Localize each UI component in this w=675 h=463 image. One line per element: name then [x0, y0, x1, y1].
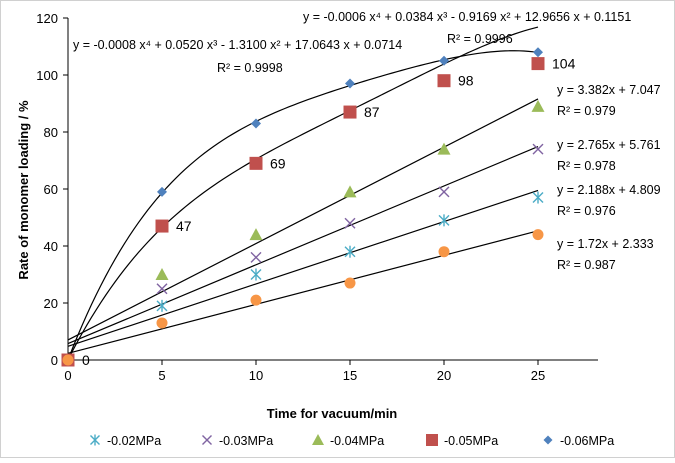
data-label: 104: [552, 56, 576, 72]
legend-marker: [426, 434, 438, 446]
legend-label: -0.04MPa: [330, 434, 384, 448]
r2-minus-0-05mpa: R² = 0.9998: [217, 61, 283, 75]
fit-line-4: [67, 26, 539, 360]
fit-line-1: [67, 146, 539, 345]
data-point-5-1: [156, 317, 168, 329]
legend-label: -0.05MPa: [444, 434, 498, 448]
data-point-3-4: [437, 74, 451, 88]
x-tick-label: 10: [249, 368, 263, 383]
equation-orange-series: y = 1.72x + 2.333: [557, 237, 654, 251]
ticks: 0 5 10 15 20 25 0 20 40 60 80 100 120: [36, 11, 545, 383]
x-tick-label: 5: [158, 368, 165, 383]
data-point-0-3: [344, 245, 356, 258]
data-label: 87: [364, 104, 380, 120]
equations: y = -0.0008 x⁴ + 0.0520 x³ - 1.3100 x² +…: [73, 10, 661, 272]
data-label: 98: [458, 73, 474, 89]
data-point-2-2: [249, 228, 263, 241]
x-tick-label: 15: [343, 368, 357, 383]
legend-label: -0.02MPa: [107, 434, 161, 448]
data-point-0-2: [250, 268, 262, 281]
legend-label: -0.03MPa: [219, 434, 273, 448]
r2-minus-0-06mpa: R² = 0.9996: [447, 32, 513, 46]
data-labels: 0 47 69 87 98 104: [82, 56, 576, 368]
data-point-0-1: [156, 299, 168, 312]
data-point-3-2: [249, 156, 263, 170]
data-point-1-2: [250, 251, 262, 263]
data-markers: [61, 47, 545, 367]
r2-minus-0-04mpa: R² = 0.979: [557, 104, 616, 118]
data-point-2-4: [437, 142, 451, 155]
data-point-2-5: [531, 99, 545, 112]
fit-line-2: [67, 98, 539, 341]
equation-minus-0-03mpa: y = 2.765x + 5.761: [557, 138, 661, 152]
data-point-0-4: [438, 214, 450, 227]
legend-label: -0.06MPa: [560, 434, 614, 448]
data-point-5-0: [62, 354, 74, 366]
data-point-1-3: [344, 217, 356, 229]
equation-minus-0-02mpa: y = 2.188x + 4.809: [557, 183, 661, 197]
data-point-1-1: [156, 283, 168, 295]
data-point-0-5: [532, 191, 544, 204]
data-point-1-4: [438, 186, 450, 198]
data-point-2-1: [155, 268, 169, 280]
legend-marker: [202, 435, 212, 445]
fit-lines: [67, 26, 539, 361]
data-label: 0: [82, 352, 90, 368]
equation-minus-0-05mpa: y = -0.0008 x⁴ + 0.0520 x³ - 1.3100 x² +…: [73, 38, 402, 52]
legend-marker: [543, 435, 553, 445]
y-tick-label: 100: [36, 68, 58, 83]
data-point-4-5: [533, 47, 543, 58]
data-point-3-5: [531, 57, 545, 71]
data-point-5-4: [438, 246, 450, 258]
y-tick-label: 40: [44, 239, 58, 254]
data-point-2-3: [343, 185, 357, 198]
data-label: 69: [270, 155, 286, 171]
data-point-3-3: [343, 105, 357, 119]
data-point-4-4: [439, 55, 449, 66]
y-tick-label: 0: [51, 353, 58, 368]
legend: -0.02MPa -0.03MPa -0.04MPa -0.05MPa -0.06MPa: [90, 434, 614, 448]
r2-minus-0-02mpa: R² = 0.976: [557, 204, 616, 218]
y-tick-label: 20: [44, 296, 58, 311]
data-label: 47: [176, 218, 192, 234]
x-tick-label: 0: [64, 368, 71, 383]
y-tick-label: 60: [44, 182, 58, 197]
data-point-1-5: [532, 143, 544, 155]
x-tick-label: 25: [531, 368, 545, 383]
data-point-3-1: [155, 219, 169, 233]
data-point-5-3: [344, 277, 356, 289]
x-axis-title: Time for vacuum/min: [267, 406, 398, 421]
y-tick-label: 80: [44, 125, 58, 140]
legend-marker: [90, 434, 100, 446]
r2-minus-0-03mpa: R² = 0.978: [557, 159, 616, 173]
fit-line-5: [67, 230, 539, 354]
data-point-4-2: [251, 118, 261, 129]
y-tick-label: 120: [36, 11, 58, 26]
data-point-5-5: [532, 229, 544, 241]
legend-marker: [312, 434, 324, 445]
fit-line-0: [67, 189, 539, 347]
data-point-4-3: [345, 78, 355, 89]
x-tick-label: 20: [437, 368, 451, 383]
r2-orange-series: R² = 0.987: [557, 258, 616, 272]
y-axis-title: Rate of monomer loading / %: [16, 100, 31, 280]
data-point-4-1: [157, 186, 167, 197]
data-point-5-2: [250, 294, 262, 306]
equation-minus-0-04mpa: y = 3.382x + 7.047: [557, 83, 661, 97]
equation-minus-0-06mpa: y = -0.0006 x⁴ + 0.0384 x³ - 0.9169 x² +…: [303, 10, 631, 24]
